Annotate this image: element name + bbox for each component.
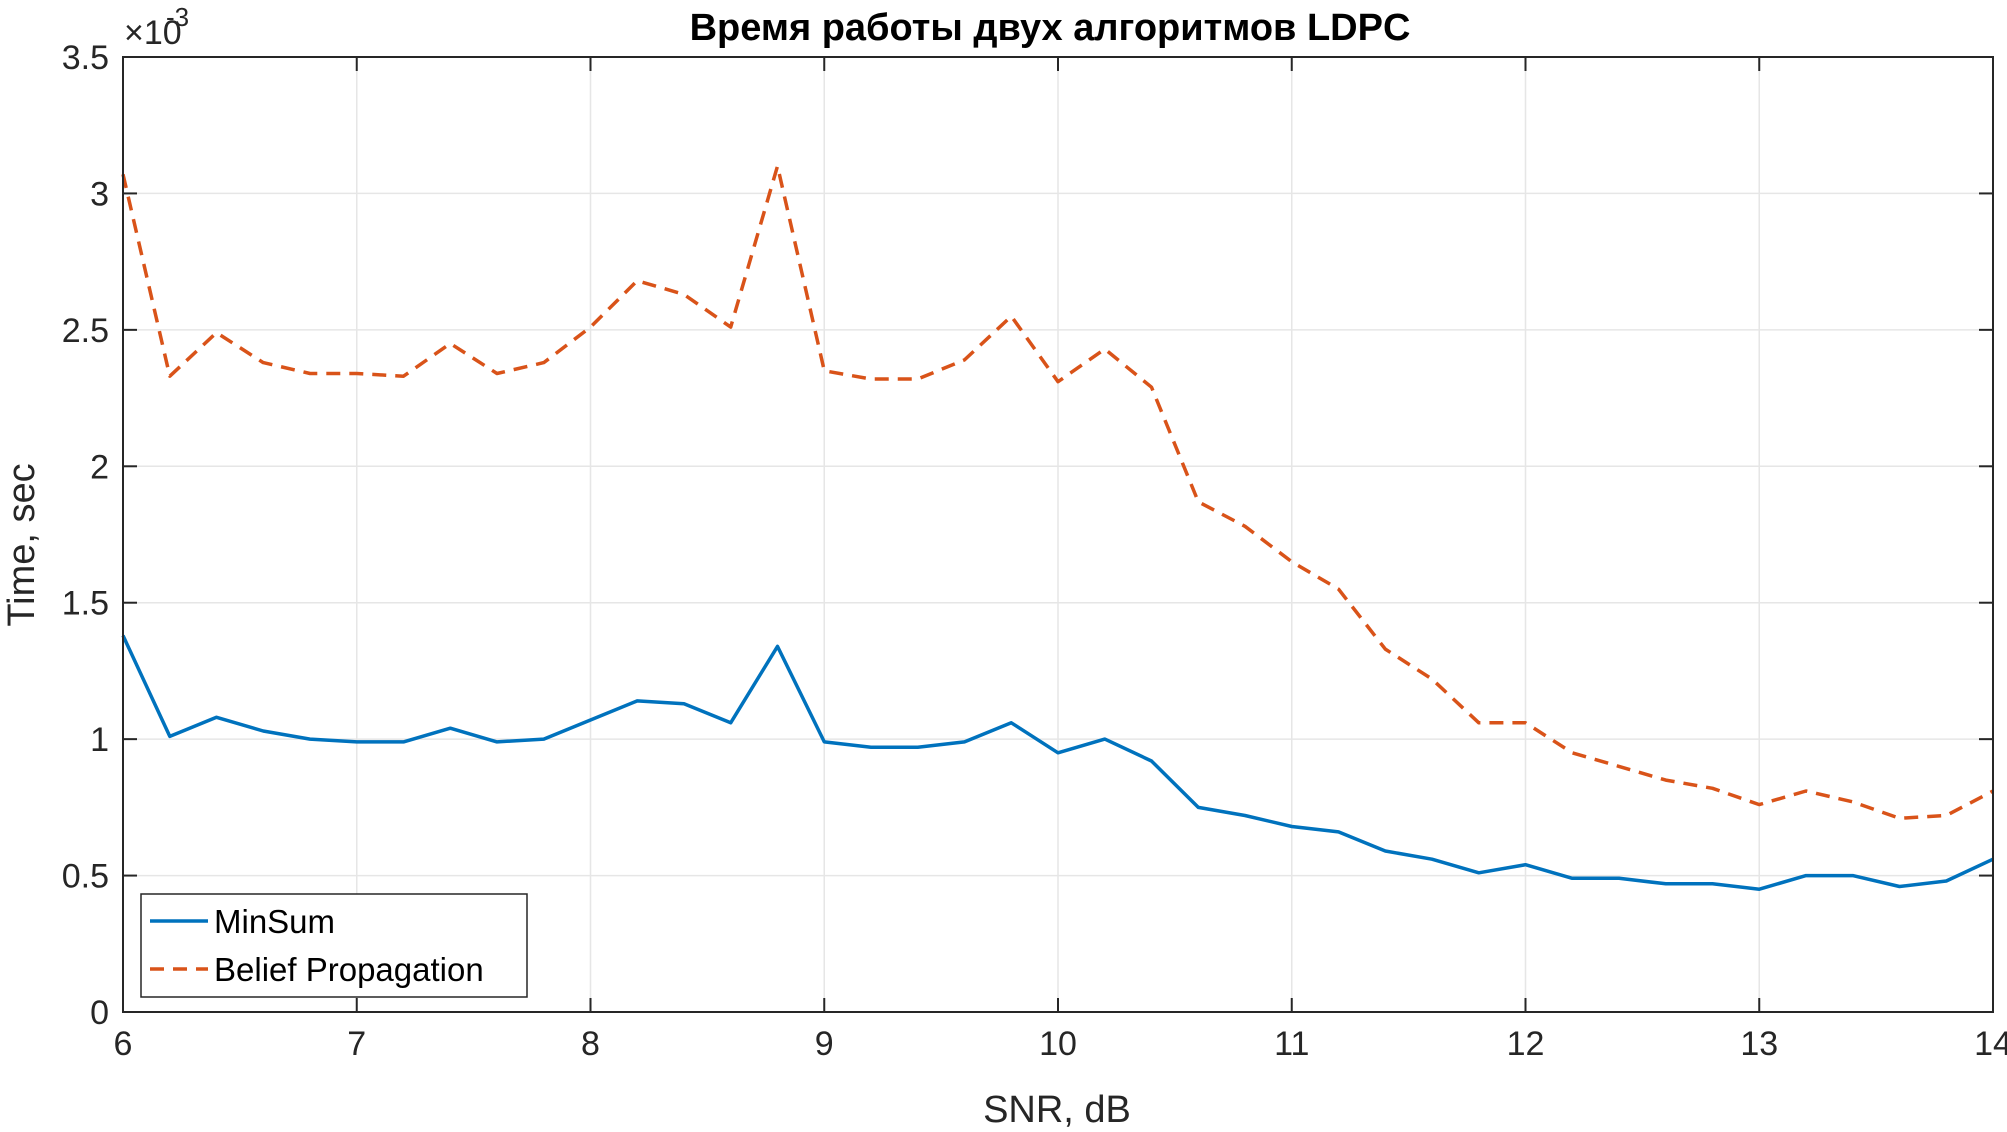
x-tick-label: 12: [1507, 1025, 1545, 1063]
y-tick-label: 2: [90, 448, 109, 486]
y-tick-label: 3: [90, 175, 109, 213]
y-tick-label: 0.5: [62, 858, 109, 896]
x-tick-label: 10: [1039, 1025, 1077, 1063]
x-axis-label: SNR, dB: [983, 1089, 1131, 1131]
x-tick-label: 8: [581, 1025, 600, 1063]
x-tick-label: 7: [347, 1025, 366, 1063]
x-tick-label: 13: [1740, 1025, 1778, 1063]
axis-ticks: 6 7 8 9 10 11 12 13 14 0 0.5 1 1.5 2 2.5 3 3.5: [62, 39, 2007, 1063]
y-tick-label: 1: [90, 721, 109, 759]
series-line-belief-propagation: [121, 164, 1994, 821]
legend-box: [140, 893, 528, 998]
series-line-minsum: [121, 634, 1994, 891]
y-exponent-base: ×10: [124, 14, 182, 52]
y-tick-label: 1.5: [62, 585, 109, 623]
legend: MinSum Belief Propagation: [140, 893, 528, 998]
chart-title: Время работы двух алгоритмов LDPC: [690, 7, 1411, 49]
series-lines: [121, 164, 1994, 891]
x-tick-label: 9: [815, 1025, 834, 1063]
y-tick-label: 2.5: [62, 312, 109, 350]
y-tick-label: 0: [90, 994, 109, 1032]
y-exponent-power: -3: [166, 2, 189, 32]
x-tick-label: 14: [1974, 1025, 2007, 1063]
x-tick-label: 11: [1274, 1025, 1309, 1063]
y-tick-label: 3.5: [62, 39, 109, 77]
legend-label-minsum: MinSum: [214, 903, 335, 940]
x-tick-label: 6: [114, 1025, 133, 1063]
y-axis-label: Time, sec: [1, 463, 43, 626]
legend-label-belief-propagation: Belief Propagation: [214, 951, 484, 988]
